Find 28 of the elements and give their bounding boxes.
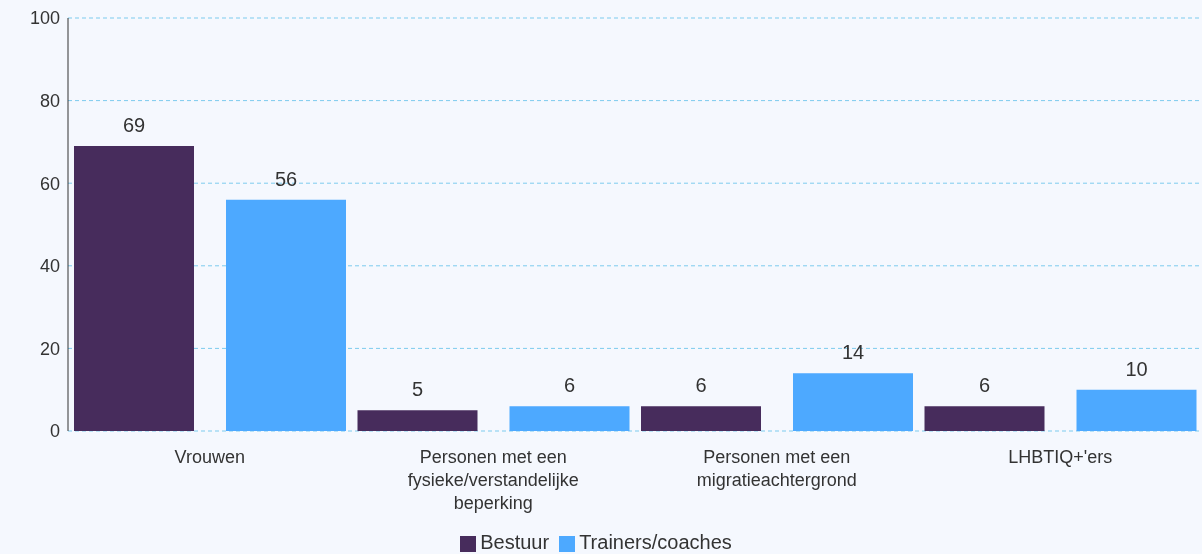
data-label: 69 — [122, 114, 146, 137]
x-tick-label: LHBTIQ+'ers — [1008, 447, 1113, 467]
bar — [793, 373, 913, 431]
y-tick-label: 40 — [39, 256, 60, 277]
bar — [74, 146, 194, 431]
y-tick-label: 80 — [39, 90, 60, 111]
legend-label: Bestuur — [480, 531, 550, 553]
y-tick-label: 20 — [39, 338, 60, 359]
data-label: 6 — [978, 374, 991, 397]
bar — [509, 406, 630, 431]
bar — [924, 406, 1045, 431]
y-tick-label: 60 — [39, 173, 60, 194]
bar — [357, 410, 478, 431]
data-label: 56 — [274, 167, 298, 190]
bar — [1076, 389, 1197, 431]
bar — [641, 406, 761, 431]
bar — [226, 199, 346, 431]
x-tick-label: Personen met een fysieke/verstandelijke beperking — [407, 447, 579, 513]
x-tick-label: Personen met een migratieachtergrond — [696, 447, 857, 490]
y-tick-label: 0 — [49, 421, 60, 442]
x-tick-label: Vrouwen — [174, 447, 245, 467]
data-label: 6 — [563, 374, 576, 397]
y-tick-label: 100 — [29, 8, 60, 29]
data-label: 10 — [1125, 357, 1148, 380]
data-label: 14 — [841, 341, 865, 364]
data-label: 6 — [695, 374, 707, 397]
legend-label: Trainers/coaches — [579, 531, 732, 553]
data-label: 5 — [411, 378, 424, 401]
